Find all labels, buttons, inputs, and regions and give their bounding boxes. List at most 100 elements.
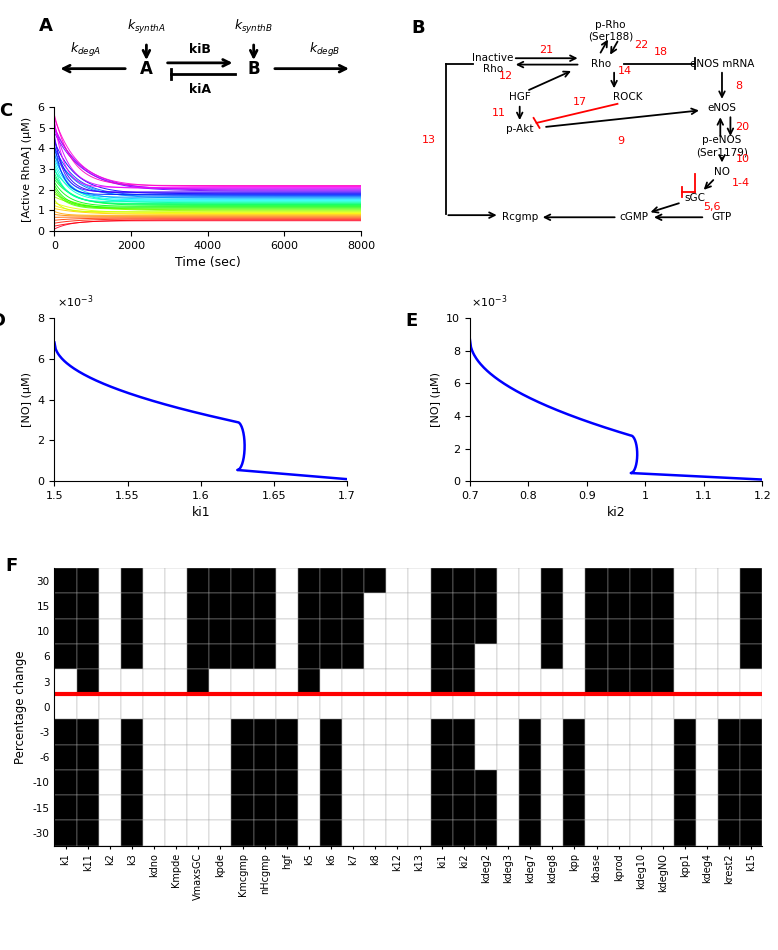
Bar	[453, 820, 475, 846]
Bar	[497, 745, 519, 770]
Bar	[143, 568, 165, 594]
Bar	[54, 820, 76, 846]
Bar	[121, 719, 143, 745]
Text: kiB: kiB	[189, 44, 211, 56]
Bar	[254, 568, 275, 594]
Bar	[275, 719, 298, 745]
Bar	[342, 568, 364, 594]
X-axis label: ki1: ki1	[191, 506, 210, 520]
Text: sGC: sGC	[685, 193, 706, 203]
Text: 11: 11	[492, 108, 506, 119]
Bar	[453, 568, 475, 594]
Bar	[143, 770, 165, 795]
Bar	[475, 594, 497, 618]
Bar	[275, 745, 298, 770]
Bar	[121, 594, 143, 618]
Bar	[342, 770, 364, 795]
Bar	[209, 719, 231, 745]
Bar	[298, 694, 320, 719]
Bar	[143, 795, 165, 820]
Bar	[408, 594, 430, 618]
Bar	[408, 719, 430, 745]
Bar	[696, 820, 718, 846]
Bar	[231, 694, 254, 719]
Bar	[76, 669, 99, 694]
Bar	[320, 669, 342, 694]
Text: D: D	[0, 312, 5, 330]
Bar	[342, 820, 364, 846]
Bar	[364, 770, 387, 795]
Bar	[563, 820, 585, 846]
Bar	[254, 770, 275, 795]
Bar	[718, 745, 741, 770]
Text: B: B	[412, 19, 426, 37]
Bar	[408, 745, 430, 770]
Bar	[541, 719, 563, 745]
Bar	[121, 745, 143, 770]
Bar	[430, 719, 453, 745]
Bar	[298, 719, 320, 745]
Text: $k_{synthA}$: $k_{synthA}$	[127, 17, 166, 35]
Bar	[298, 644, 320, 669]
Bar	[453, 745, 475, 770]
Bar	[275, 820, 298, 846]
Bar	[718, 820, 741, 846]
Bar	[387, 568, 408, 594]
Bar	[254, 694, 275, 719]
Bar	[254, 745, 275, 770]
Bar	[629, 644, 652, 669]
Bar	[674, 594, 696, 618]
Bar	[608, 644, 629, 669]
Bar	[430, 594, 453, 618]
Text: 14: 14	[618, 66, 632, 76]
Bar	[629, 594, 652, 618]
Bar	[143, 644, 165, 669]
Bar	[320, 594, 342, 618]
Bar	[741, 568, 762, 594]
Bar	[652, 745, 674, 770]
Bar	[54, 795, 76, 820]
Bar	[121, 568, 143, 594]
Bar	[143, 694, 165, 719]
Bar	[143, 719, 165, 745]
Bar	[187, 694, 209, 719]
Bar	[674, 568, 696, 594]
Bar	[342, 644, 364, 669]
Bar	[674, 795, 696, 820]
Text: Inactive
Rho: Inactive Rho	[472, 53, 513, 74]
Bar	[629, 669, 652, 694]
Text: 20: 20	[735, 123, 749, 132]
Bar	[608, 745, 629, 770]
Bar	[608, 719, 629, 745]
Bar	[165, 719, 187, 745]
Bar	[718, 644, 741, 669]
Bar	[741, 820, 762, 846]
Bar	[187, 745, 209, 770]
Bar	[254, 594, 275, 618]
Bar	[475, 669, 497, 694]
Bar	[364, 719, 387, 745]
Text: 21: 21	[540, 45, 554, 55]
Text: F: F	[5, 557, 17, 575]
Bar	[497, 820, 519, 846]
Bar	[99, 568, 121, 594]
Bar	[165, 694, 187, 719]
Bar	[320, 820, 342, 846]
Bar	[696, 594, 718, 618]
Bar	[652, 770, 674, 795]
Bar	[608, 568, 629, 594]
Bar	[231, 669, 254, 694]
Bar	[408, 795, 430, 820]
Bar	[585, 745, 608, 770]
Bar	[320, 770, 342, 795]
Bar	[696, 795, 718, 820]
Bar	[652, 669, 674, 694]
Bar	[387, 644, 408, 669]
Bar	[364, 795, 387, 820]
Bar	[541, 770, 563, 795]
Bar	[652, 568, 674, 594]
Bar	[563, 694, 585, 719]
Bar	[275, 694, 298, 719]
Bar	[696, 644, 718, 669]
Bar	[585, 594, 608, 618]
